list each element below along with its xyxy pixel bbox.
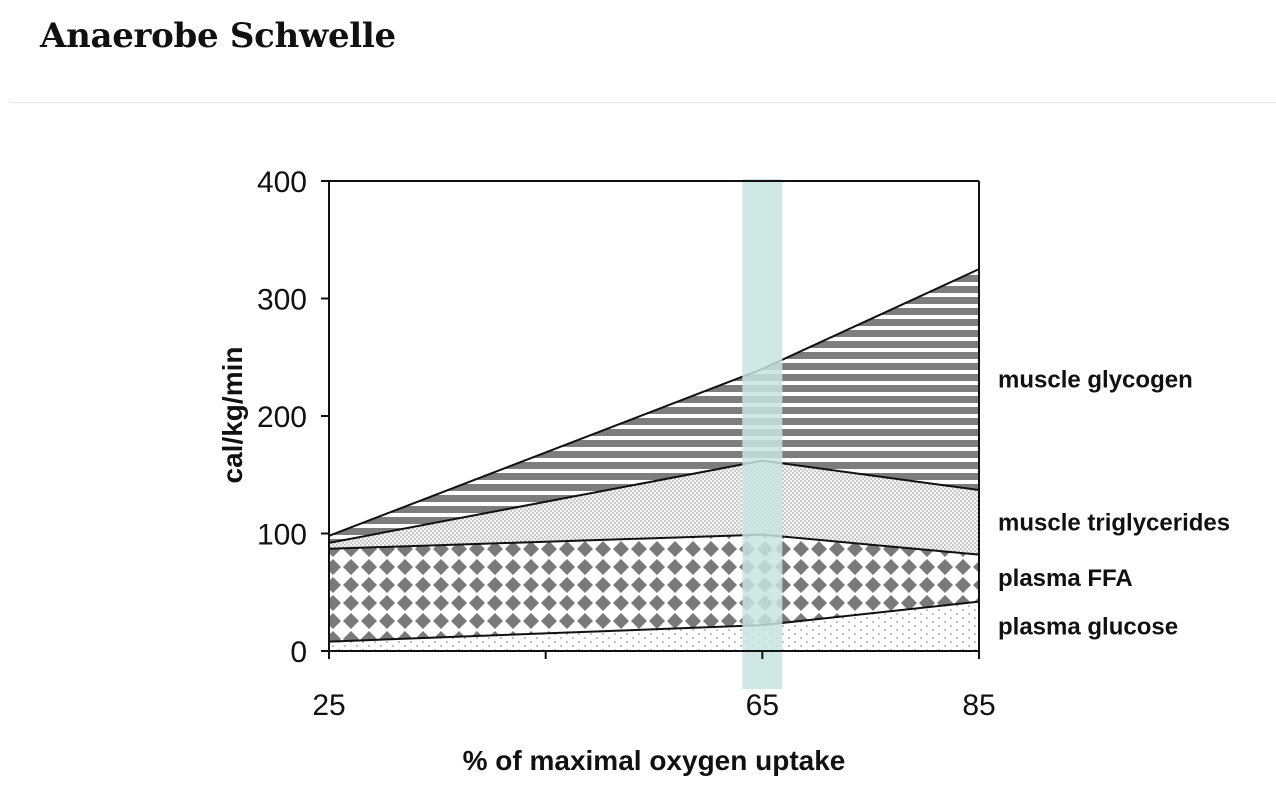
y-tick-label: 300 <box>257 284 307 317</box>
areas-layer <box>329 269 979 651</box>
y-tick-label: 200 <box>257 401 307 434</box>
x-tick-label: 65 <box>746 689 779 722</box>
highlight-layer <box>742 179 783 689</box>
x-tick-label: 85 <box>962 689 995 722</box>
series-label-layer: plasma glucose plasma FFA muscle triglycer… <box>998 367 1230 641</box>
threshold-highlight-band <box>742 179 783 689</box>
y-axis-title: cal/kg/min <box>217 347 248 484</box>
series-label-plasma-ffa: plasma FFA <box>998 565 1133 592</box>
y-tick-label: 400 <box>257 166 307 199</box>
series-label-muscle-glycogen: muscle glycogen <box>998 367 1193 394</box>
y-tick-label: 0 <box>290 636 307 669</box>
series-label-muscle-triglycerides: muscle triglycerides <box>998 509 1230 536</box>
x-tick-label: 25 <box>312 689 345 722</box>
area-muscle-triglycerides <box>329 460 979 555</box>
series-label-plasma-glucose: plasma glucose <box>998 613 1178 640</box>
area-plasma-glucose <box>329 601 979 651</box>
page-title: Anaerobe Schwelle <box>40 16 396 56</box>
title-divider <box>10 102 1276 103</box>
area-muscle-glycogen <box>329 269 979 543</box>
tick-layer: 0 100 200 300 400 25 65 85 <box>257 166 996 722</box>
area-plasma-ffa <box>329 534 979 642</box>
x-axis-title: % of maximal oxygen uptake <box>463 745 846 776</box>
y-tick-label: 100 <box>257 519 307 552</box>
